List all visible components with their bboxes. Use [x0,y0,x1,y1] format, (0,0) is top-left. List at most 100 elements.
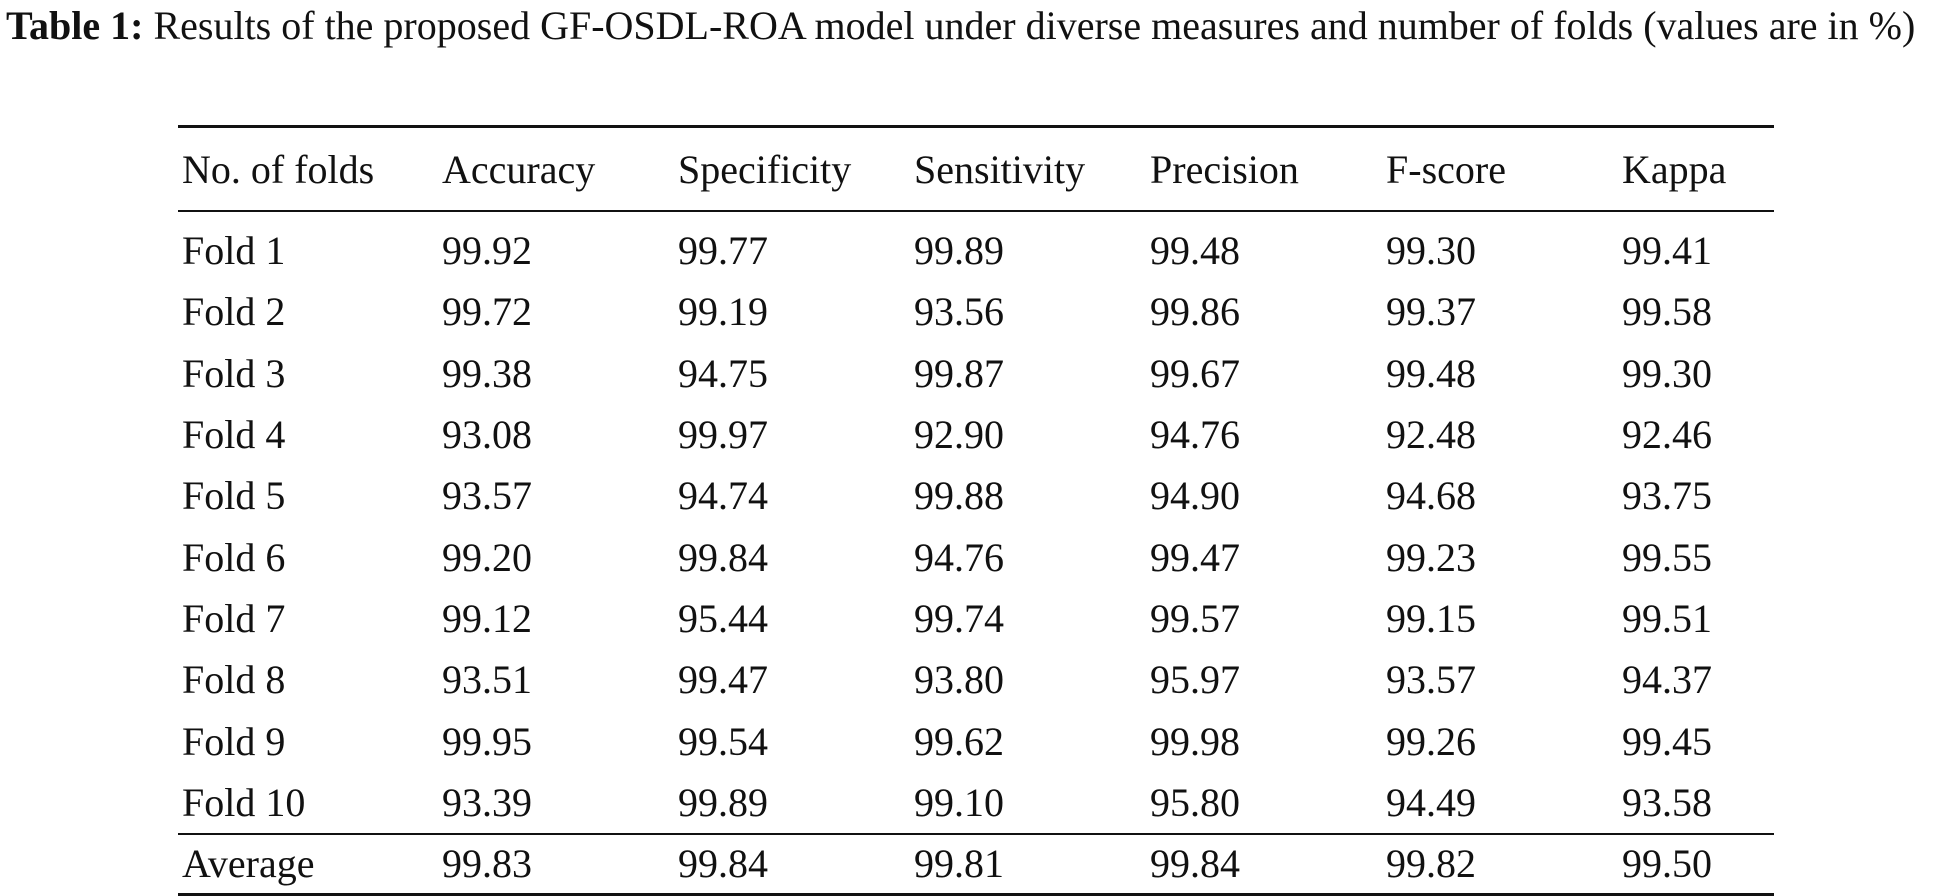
table-cell: 99.10 [914,779,1004,825]
table-cell: 99.48 [1150,228,1240,274]
table-cell: 99.54 [678,718,768,764]
table-cell: 94.49 [1386,779,1476,825]
table-cell: 99.84 [678,534,768,580]
table-cell: 94.76 [914,534,1004,580]
table-cell: 94.76 [1150,412,1240,458]
table-cell: 99.19 [678,289,768,335]
header-row: No. of folds Accuracy Specificity Sensit… [178,126,1774,211]
table-cell: 95.97 [1150,657,1240,703]
caption-label: Table 1: [6,3,144,48]
fold-label: Fold 5 [182,473,286,519]
table-cell: 99.38 [442,350,532,396]
table-row: Fold 8 93.51 99.47 93.80 95.97 93.57 94.37 [178,649,1774,710]
header-kappa: Kappa [1622,146,1727,192]
table-cell: 94.75 [678,350,768,396]
table-cell: 99.89 [914,228,1004,274]
table-cell: 99.47 [1150,534,1240,580]
table-cell: 94.74 [678,473,768,519]
table-caption: Table 1: Results of the proposed GF-OSDL… [6,0,1946,52]
table-cell: 99.88 [914,473,1004,519]
table-cell: 94.68 [1386,473,1476,519]
table-cell: 99.98 [1150,718,1240,764]
table-cell: 95.80 [1150,779,1240,825]
table-cell: 99.72 [442,289,532,335]
table-cell: 99.83 [442,841,532,887]
fold-label: Fold 2 [182,289,286,335]
table-cell: 92.48 [1386,412,1476,458]
header-sensitivity: Sensitivity [914,146,1086,192]
table-cell: 99.62 [914,718,1004,764]
table-cell: 99.74 [914,595,1004,641]
table-cell: 94.90 [1150,473,1240,519]
table-cell: 92.90 [914,412,1004,458]
table-cell: 99.89 [678,779,768,825]
table-cell: 99.84 [1150,841,1240,887]
header-folds: No. of folds [182,146,375,192]
table-cell: 92.46 [1622,412,1712,458]
table-cell: 99.57 [1150,595,1240,641]
table-cell: 99.15 [1386,595,1476,641]
table-row: Fold 3 99.38 94.75 99.87 99.67 99.48 99.30 [178,343,1774,404]
table-row: Fold 10 93.39 99.89 99.10 95.80 94.49 93.58 [178,772,1774,834]
table-cell: 93.51 [442,657,532,703]
table-body: Fold 1 99.92 99.77 99.89 99.48 99.30 99.41 Fold… [178,211,1774,834]
table-cell: 99.30 [1622,350,1712,396]
table-cell: 99.97 [678,412,768,458]
table-cell: 99.58 [1622,289,1712,335]
average-row: Average 99.83 99.84 99.81 99.84 99.82 99… [178,833,1774,895]
table-cell: 93.57 [442,473,532,519]
table-cell: 99.87 [914,350,1004,396]
fold-label: Fold 6 [182,534,286,580]
fold-label: Fold 10 [182,779,306,825]
average-label: Average [182,841,315,887]
table-row: Fold 1 99.92 99.77 99.89 99.48 99.30 99.41 [178,211,1774,281]
table-cell: 99.48 [1386,350,1476,396]
table-cell: 93.56 [914,289,1004,335]
table-cell: 99.77 [678,228,768,274]
table-cell: 93.80 [914,657,1004,703]
table-cell: 93.57 [1386,657,1476,703]
table-cell: 99.20 [442,534,532,580]
header-precision: Precision [1150,146,1299,192]
header-accuracy: Accuracy [442,146,596,192]
table-cell: 99.55 [1622,534,1712,580]
header-fscore: F-score [1386,146,1506,192]
table-cell: 99.84 [678,841,768,887]
table-cell: 99.47 [678,657,768,703]
table-cell: 94.37 [1622,657,1712,703]
results-table: No. of folds Accuracy Specificity Sensit… [178,125,1774,896]
table-cell: 93.75 [1622,473,1712,519]
fold-label: Fold 9 [182,718,286,764]
fold-label: Fold 7 [182,595,286,641]
table-row: Fold 4 93.08 99.97 92.90 94.76 92.48 92.46 [178,404,1774,465]
table-row: Fold 2 99.72 99.19 93.56 99.86 99.37 99.58 [178,281,1774,342]
table-cell: 99.92 [442,228,532,274]
fold-label: Fold 4 [182,412,286,458]
table-cell: 99.26 [1386,718,1476,764]
table-cell: 99.50 [1622,841,1712,887]
table-row: Fold 9 99.95 99.54 99.62 99.98 99.26 99.45 [178,710,1774,771]
table-cell: 93.39 [442,779,532,825]
table-cell: 95.44 [678,595,768,641]
table-row: Fold 5 93.57 94.74 99.88 94.90 94.68 93.75 [178,465,1774,526]
table-cell: 99.82 [1386,841,1476,887]
table-cell: 99.41 [1622,228,1712,274]
fold-label: Fold 3 [182,350,286,396]
table-cell: 99.12 [442,595,532,641]
table-cell: 99.81 [914,841,1004,887]
fold-label: Fold 8 [182,657,286,703]
table-cell: 99.67 [1150,350,1240,396]
table-cell: 99.45 [1622,718,1712,764]
table-cell: 93.08 [442,412,532,458]
table-row: Fold 7 99.12 95.44 99.74 99.57 99.15 99.51 [178,588,1774,649]
table-cell: 99.30 [1386,228,1476,274]
table-row: Fold 6 99.20 99.84 94.76 99.47 99.23 99.55 [178,526,1774,587]
caption-text: Results of the proposed GF-OSDL-ROA mode… [143,3,1916,48]
table-cell: 99.23 [1386,534,1476,580]
table-cell: 93.58 [1622,779,1712,825]
table-cell: 99.95 [442,718,532,764]
table-cell: 99.86 [1150,289,1240,335]
fold-label: Fold 1 [182,228,286,274]
header-specificity: Specificity [678,146,852,192]
table-cell: 99.51 [1622,595,1712,641]
